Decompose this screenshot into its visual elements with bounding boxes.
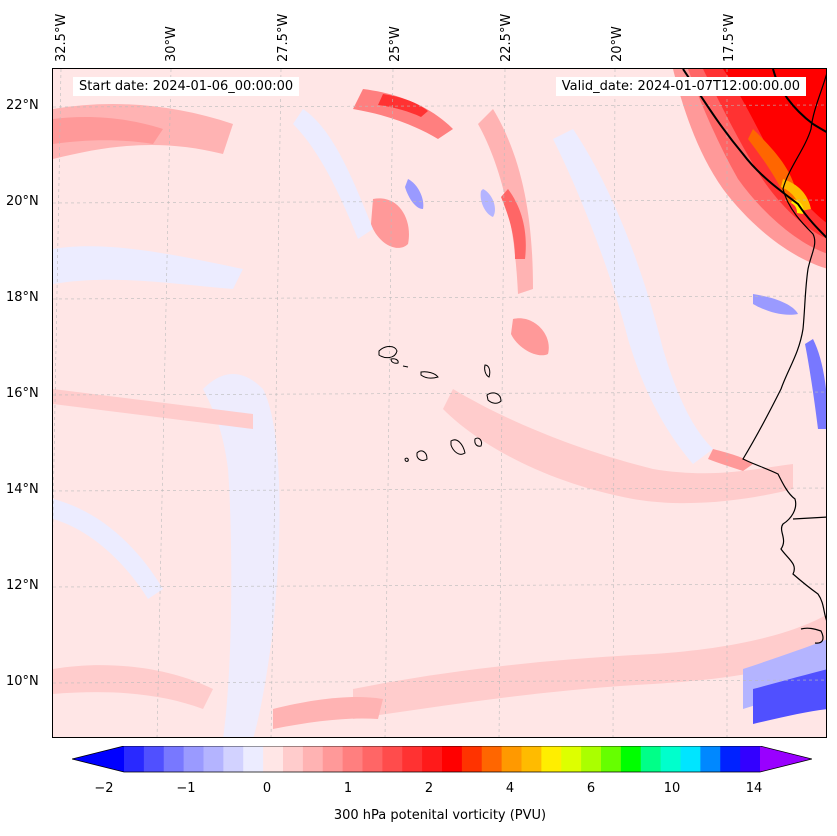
colorbar-segment — [481, 746, 503, 772]
colorbar-extend-max — [760, 746, 812, 772]
colorbar-segment — [720, 746, 741, 772]
cbar-tick-6: 6 — [586, 781, 596, 796]
colorbar-segment — [322, 746, 344, 772]
colorbar-segment — [362, 746, 383, 772]
cbar-tick-2: 2 — [424, 781, 434, 796]
lon-label-27-5w: 27.5°W — [276, 13, 291, 62]
colorbar-extend-min — [72, 746, 124, 772]
lon-label-22-5w: 22.5°W — [499, 13, 514, 62]
colorbar — [72, 746, 812, 773]
colorbar-segment — [223, 746, 244, 772]
colorbar-segment — [501, 746, 523, 772]
colorbar-segment — [561, 746, 582, 772]
lat-label-16n: 16°N — [6, 386, 39, 401]
cbar-tick-1: 1 — [343, 781, 353, 796]
colorbar-segment — [183, 746, 205, 772]
colorbar-segment — [422, 746, 443, 772]
lat-label-14n: 14°N — [6, 482, 39, 497]
colorbar-segment — [263, 746, 284, 772]
lon-label-32-5w: 32.5°W — [54, 13, 69, 62]
colorbar-segment — [163, 746, 185, 772]
map-panel: Start date: 2024-01-06_00:00:00 Valid_da… — [52, 68, 827, 738]
cbar-tick-0: 0 — [262, 781, 272, 796]
lat-label-12n: 12°N — [6, 578, 39, 593]
lon-label-17-5w: 17.5°W — [722, 13, 737, 62]
lon-label-25w: 25°W — [388, 26, 403, 62]
cbar-tick-neg1: −1 — [176, 781, 196, 796]
lat-label-10n: 10°N — [6, 674, 39, 689]
colorbar-label: 300 hPa potenital vorticity (PVU) — [333, 808, 547, 823]
colorbar-segment — [402, 746, 423, 772]
colorbar-segment — [461, 746, 483, 772]
colorbar-segment — [680, 746, 701, 772]
colorbar-segment — [124, 746, 145, 772]
lat-label-18n: 18°N — [6, 290, 39, 305]
colorbar-segment — [700, 746, 721, 772]
lon-label-30w: 30°W — [164, 26, 179, 62]
start-date-label: Start date: 2024-01-06_00:00:00 — [73, 77, 300, 96]
lat-label-20n: 20°N — [6, 194, 39, 209]
valid-date-label: Valid_date: 2024-01-07T12:00:00.00 — [555, 77, 806, 96]
colorbar-segment — [601, 746, 622, 772]
colorbar-segment — [382, 746, 403, 772]
colorbar-segment — [640, 746, 662, 772]
colorbar-segment — [342, 746, 364, 772]
colorbar-segment — [302, 746, 324, 772]
cbar-tick-neg2: −2 — [94, 781, 114, 796]
colorbar-outline — [72, 746, 812, 773]
colorbar-segment — [620, 746, 642, 772]
lat-label-22n: 22°N — [6, 98, 39, 113]
potential-vorticity-map — [53, 69, 826, 737]
colorbar-segment — [740, 746, 761, 772]
colorbar-segment — [143, 746, 165, 772]
colorbar-segment — [660, 746, 682, 772]
colorbar-segment — [203, 746, 224, 772]
colorbar-segment — [521, 746, 542, 772]
cbar-tick-10: 10 — [663, 781, 681, 796]
cbar-tick-4: 4 — [505, 781, 515, 796]
colorbar-segment — [541, 746, 562, 772]
cbar-tick-14: 14 — [745, 781, 763, 796]
lon-label-20w: 20°W — [610, 26, 625, 62]
colorbar-segment — [442, 746, 463, 772]
colorbar-segment — [581, 746, 602, 772]
colorbar-segment — [283, 746, 304, 772]
colorbar-segment — [243, 746, 264, 772]
